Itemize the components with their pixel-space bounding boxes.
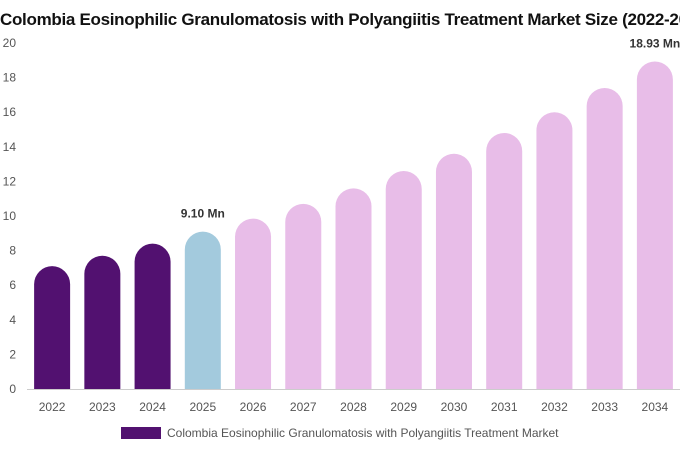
y-tick-label: 12 xyxy=(3,174,17,188)
x-tick-label: 2023 xyxy=(89,400,116,414)
bar-2028 xyxy=(335,188,372,389)
y-tick-label: 18 xyxy=(3,71,17,85)
y-tick-label: 2 xyxy=(9,347,16,361)
bar-2024 xyxy=(134,243,171,389)
x-tick-label: 2030 xyxy=(441,400,468,414)
chart-title: Colombia Eosinophilic Granulomatosis wit… xyxy=(0,10,680,29)
y-tick-label: 10 xyxy=(3,209,17,223)
x-tick-label: 2034 xyxy=(642,400,669,414)
y-axis-ticks: 0 2 4 6 8 10 12 14 16 18 20 xyxy=(3,36,17,396)
x-tick-label: 2032 xyxy=(541,400,568,414)
legend-swatch xyxy=(121,427,161,439)
x-tick-label: 2025 xyxy=(189,400,216,414)
y-tick-label: 16 xyxy=(3,105,17,119)
x-tick-label: 2027 xyxy=(290,400,317,414)
y-tick-label: 14 xyxy=(3,140,17,154)
x-tick-label: 2026 xyxy=(240,400,267,414)
bar-2034 xyxy=(636,61,673,390)
data-label-2025: 9.10 Mn xyxy=(181,207,225,221)
bar-2031 xyxy=(486,132,523,389)
bar-2030 xyxy=(435,153,472,389)
bar-2026 xyxy=(235,218,272,389)
data-label-2034: 18.93 Mn xyxy=(630,37,680,51)
y-tick-label: 8 xyxy=(9,244,16,258)
x-tick-label: 2033 xyxy=(591,400,618,414)
legend: Colombia Eosinophilic Granulomatosis wit… xyxy=(121,425,559,441)
y-tick-label: 0 xyxy=(9,382,16,396)
bars xyxy=(34,61,673,390)
bar-2023 xyxy=(84,255,121,389)
x-tick-label: 2022 xyxy=(39,400,66,414)
x-tick-label: 2031 xyxy=(491,400,518,414)
data-labels: 9.10 Mn 18.93 Mn xyxy=(181,37,680,221)
y-tick-label: 6 xyxy=(9,278,16,292)
legend-label: Colombia Eosinophilic Granulomatosis wit… xyxy=(167,426,559,440)
x-tick-label: 2029 xyxy=(390,400,417,414)
x-axis-ticks: 2022 2023 2024 2025 2026 2027 2028 2029 2030 2031… xyxy=(39,400,669,414)
x-tick-label: 2028 xyxy=(340,400,367,414)
x-tick-label: 2024 xyxy=(139,400,166,414)
bar-2022 xyxy=(34,266,71,389)
y-tick-label: 20 xyxy=(3,36,17,50)
bar-2029 xyxy=(385,171,422,389)
bar-2027 xyxy=(285,203,322,389)
y-tick-label: 4 xyxy=(9,313,16,327)
bar-2032 xyxy=(536,112,573,389)
bar-2033 xyxy=(586,87,623,389)
bar-2025 xyxy=(184,231,221,389)
